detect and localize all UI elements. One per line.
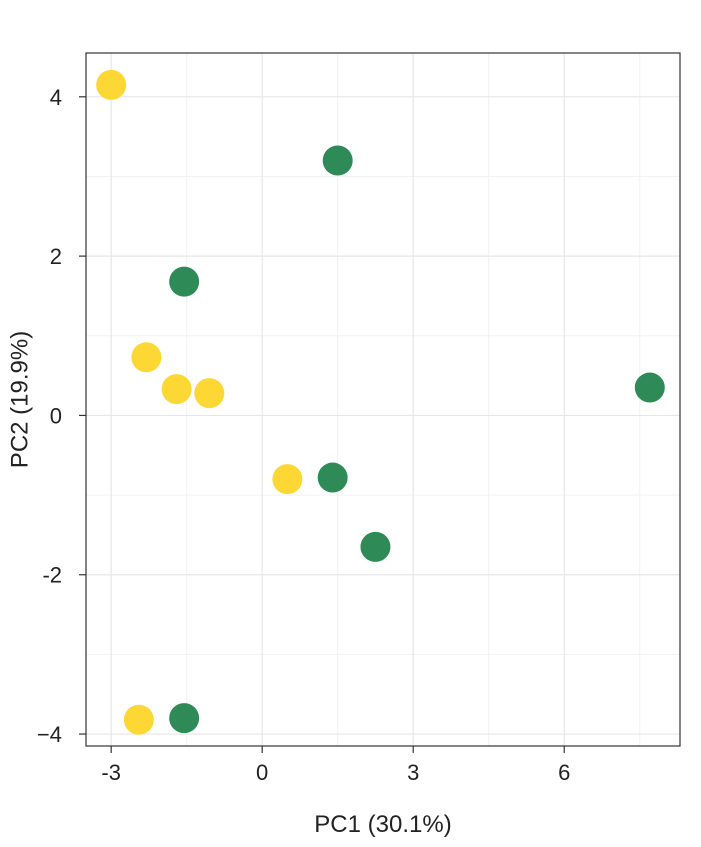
data-point-series-2 bbox=[322, 145, 353, 176]
data-point-series-2 bbox=[634, 372, 665, 403]
data-points bbox=[96, 69, 665, 735]
y-tick-label: 4 bbox=[50, 85, 62, 110]
x-tick-label: 3 bbox=[407, 760, 419, 785]
data-point-series-2 bbox=[360, 531, 391, 562]
data-point-series-1 bbox=[123, 704, 154, 735]
x-tick-label: 0 bbox=[256, 760, 268, 785]
axes: -3 0 3 6 −4 -2 0 2 4 bbox=[37, 52, 681, 785]
data-point-series-2 bbox=[317, 462, 348, 493]
y-tick-label: 2 bbox=[50, 244, 62, 269]
y-tick-label: -2 bbox=[42, 563, 62, 588]
data-point-series-2 bbox=[169, 266, 200, 297]
y-tick-label: 0 bbox=[50, 403, 62, 428]
data-point-series-2 bbox=[169, 703, 200, 734]
x-axis-title: PC1 (30.1%) bbox=[314, 811, 451, 838]
data-point-series-1 bbox=[194, 378, 225, 409]
x-tick-label: 6 bbox=[558, 760, 570, 785]
y-axis-title: PC2 (19.9%) bbox=[7, 331, 34, 468]
x-tick-label: -3 bbox=[101, 760, 121, 785]
data-point-series-1 bbox=[272, 464, 303, 495]
data-point-series-1 bbox=[96, 69, 127, 100]
data-point-series-1 bbox=[131, 342, 162, 373]
plot-panel-border bbox=[85, 52, 681, 747]
y-tick-label: −4 bbox=[37, 722, 62, 747]
data-point-series-1 bbox=[161, 374, 192, 405]
grid bbox=[86, 53, 680, 746]
